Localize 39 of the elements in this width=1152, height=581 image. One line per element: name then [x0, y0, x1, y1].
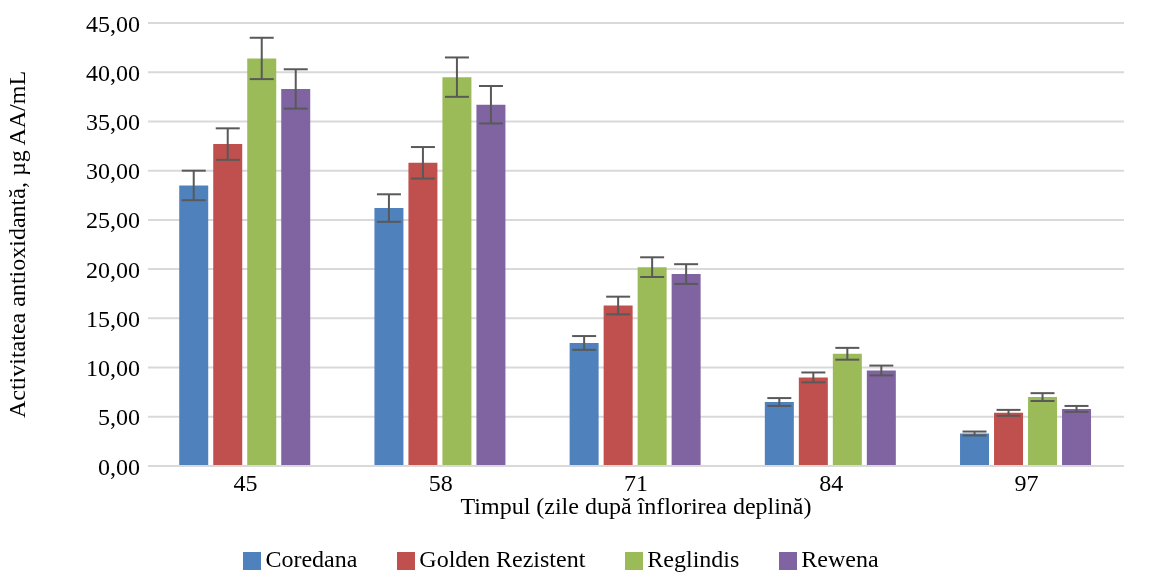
y-tick-label: 0,00: [98, 453, 140, 480]
bar: [247, 58, 277, 466]
bar: [476, 104, 506, 466]
bar: [832, 353, 862, 466]
bar: [603, 305, 633, 466]
y-tick-label: 10,00: [86, 355, 140, 382]
bar: [1062, 408, 1092, 466]
bar: [442, 77, 472, 466]
bar: [994, 412, 1024, 466]
y-tick-label: 45,00: [86, 10, 140, 37]
y-tick-label: 25,00: [86, 207, 140, 234]
bar: [1028, 397, 1058, 466]
x-tick-label: 84: [819, 470, 844, 497]
y-tick-label: 20,00: [86, 256, 140, 283]
x-tick-label: 58: [428, 470, 453, 497]
x-tick-label: 97: [1014, 470, 1039, 497]
bar: [281, 88, 311, 466]
legend-label: Reglindis: [647, 546, 740, 572]
bar: [637, 267, 667, 466]
bar: [569, 342, 599, 466]
bar: [671, 274, 701, 466]
y-tick-label: 5,00: [98, 404, 140, 431]
legend-label: Rewena: [801, 546, 879, 572]
bar: [374, 208, 404, 466]
x-tick-label: 45: [233, 470, 258, 497]
legend-label: Golden Rezistent: [419, 546, 586, 572]
bar: [408, 162, 438, 466]
y-tick-label: 15,00: [86, 305, 140, 332]
bar: [179, 185, 209, 466]
bar: [960, 433, 990, 466]
y-tick-label: 40,00: [86, 59, 140, 86]
bar: [213, 144, 243, 466]
bar: [764, 402, 794, 466]
y-tick-label: 35,00: [86, 108, 140, 135]
bar: [866, 370, 896, 466]
y-tick-label: 30,00: [86, 158, 140, 185]
y-axis-title: Activitatea antioxidantă, µg AA/mL: [3, 70, 30, 419]
legend-label: Coredana: [265, 546, 358, 572]
bar: [798, 377, 828, 466]
